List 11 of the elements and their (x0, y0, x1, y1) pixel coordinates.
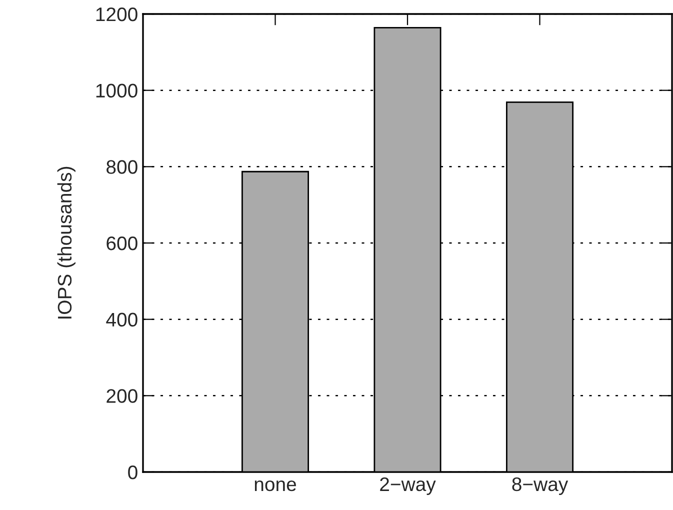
y-tick-label: 600 (106, 236, 138, 250)
x-tick-label: 2−way (380, 477, 436, 495)
y-tick-label: 1000 (96, 84, 138, 98)
y-tick-label: 400 (106, 312, 138, 327)
y-tick-label: 800 (106, 160, 138, 174)
y-tick-label: 0 (128, 465, 138, 480)
x-tick-label: none (254, 480, 296, 492)
y-tick-label: 200 (106, 389, 138, 403)
x-tick-label: 8−way (512, 477, 568, 495)
y-axis-title: IOPS (thousands) (57, 166, 76, 318)
y-tick-label: 1200 (96, 7, 138, 22)
